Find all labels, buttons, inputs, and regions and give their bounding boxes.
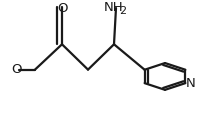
Text: N: N (185, 77, 195, 90)
Text: NH: NH (103, 1, 123, 14)
Text: O: O (12, 63, 22, 76)
Text: 2: 2 (120, 6, 127, 15)
Text: O: O (57, 2, 67, 15)
